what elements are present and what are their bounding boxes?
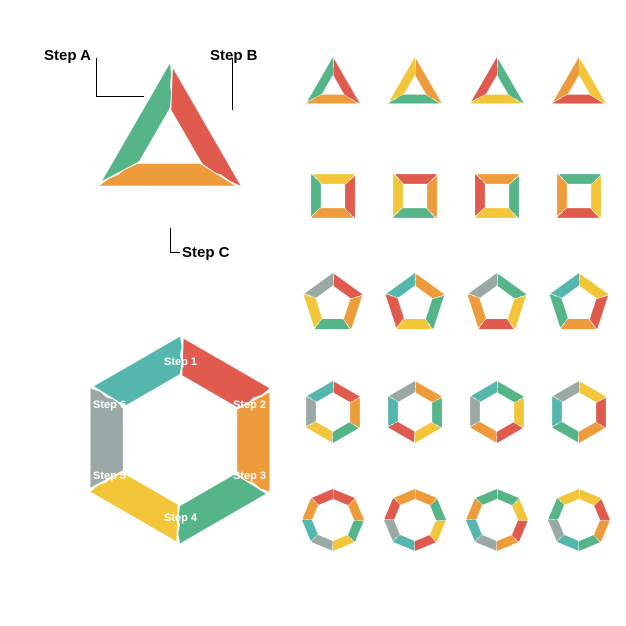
octagon-thumb xyxy=(300,487,366,553)
square-thumb xyxy=(546,163,612,229)
callout-line-a xyxy=(96,58,97,96)
hex-label-3: Step 3 xyxy=(233,470,266,482)
infographic-canvas: { "colors": { "red": "#e05b4d", "orange"… xyxy=(0,0,626,626)
label-step-a: Step A xyxy=(44,47,91,64)
hexagon-thumb xyxy=(382,379,448,445)
hex-label-4: Step 4 xyxy=(164,512,197,524)
square-thumb xyxy=(382,163,448,229)
octagon-thumb xyxy=(464,487,530,553)
callout-line-b xyxy=(232,58,233,110)
callout-line-a2 xyxy=(96,96,144,97)
octagon-thumb xyxy=(546,487,612,553)
callout-line-c xyxy=(170,228,171,252)
callout-line-c2 xyxy=(170,252,180,253)
pentagon-thumb xyxy=(546,271,612,337)
triangle-cycle-main xyxy=(85,60,255,230)
octagon-thumb xyxy=(382,487,448,553)
hex-label-6: Step 6 xyxy=(93,399,126,411)
pentagon-thumb xyxy=(382,271,448,337)
square-thumb xyxy=(300,163,366,229)
hex-label-1: Step 1 xyxy=(164,356,197,368)
hexagon-thumb xyxy=(300,379,366,445)
hexagon-thumb xyxy=(546,379,612,445)
pentagon-thumb xyxy=(464,271,530,337)
triangle-thumb xyxy=(382,55,448,121)
hex-label-5: Step 5 xyxy=(93,470,126,482)
square-thumb xyxy=(464,163,530,229)
pentagon-thumb xyxy=(300,271,366,337)
triangle-thumb xyxy=(464,55,530,121)
triangle-thumb xyxy=(300,55,366,121)
label-step-c: Step C xyxy=(182,244,230,261)
label-step-b: Step B xyxy=(210,47,258,64)
triangle-thumb xyxy=(546,55,612,121)
hexagon-thumb xyxy=(464,379,530,445)
hex-label-2: Step 2 xyxy=(233,399,266,411)
